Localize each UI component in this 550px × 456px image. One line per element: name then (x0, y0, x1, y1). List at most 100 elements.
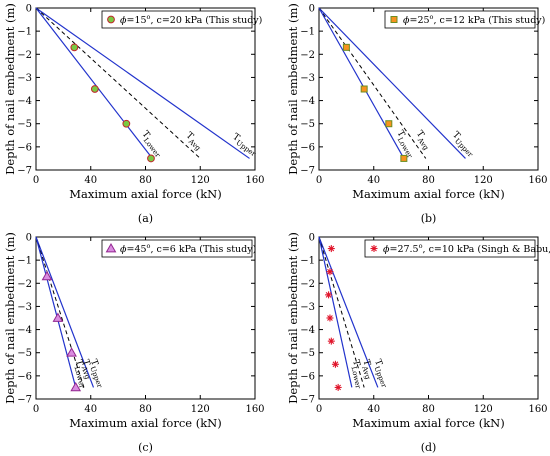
data-point (70, 43, 79, 52)
y-tick-label: −3 (300, 73, 315, 84)
x-tick-label: 160 (528, 404, 547, 415)
data-point (326, 314, 334, 322)
legend-marker (370, 245, 378, 252)
x-tick-label: 40 (367, 175, 380, 186)
legend-degree: o (430, 13, 434, 21)
series-line-upper (318, 7, 466, 159)
y-tick-label: −6 (300, 142, 315, 153)
x-tick-label: 160 (245, 175, 264, 186)
x-tick-label: 0 (316, 404, 322, 415)
legend-rest: , c=6 kPa (This study) (150, 244, 256, 255)
y-tick-label: −4 (17, 96, 32, 107)
legend-rest: , c=20 kPa (This study) (150, 15, 262, 26)
y-tick-label: −6 (17, 142, 32, 153)
y-tick-label: −3 (17, 302, 32, 313)
series-label-main: T (372, 358, 384, 367)
x-axis-label: Maximum axial force (kN) (69, 416, 221, 430)
x-axis-label: Maximum axial force (kN) (352, 416, 504, 430)
chart-panel-d: 0 40 80 120 160 0 −1 −2 −3 −4 −5 −6 −7 Maximum axial … (286, 232, 550, 454)
series-label-main: T (184, 131, 195, 142)
x-tick-label: 120 (191, 175, 210, 186)
legend-box (364, 239, 536, 258)
series-line-upper (318, 236, 379, 388)
series-line-lower (318, 7, 405, 159)
data-point (342, 43, 350, 51)
y-tick-label: −7 (300, 166, 315, 177)
y-tick-label: −3 (17, 73, 32, 84)
series-label-main: T (395, 129, 407, 139)
data-point (41, 270, 53, 281)
y-axis-label: Depth of nail embedment (m) (3, 232, 17, 404)
y-axis-label: Depth of nail embedment (m) (3, 3, 17, 175)
series-label-main: T (350, 359, 361, 367)
series-label-sub: Upper (372, 365, 388, 389)
y-tick-label: −3 (300, 302, 315, 313)
series-label-main: T (88, 358, 99, 367)
data-point (66, 347, 77, 357)
x-tick-label: 80 (422, 175, 435, 186)
x-tick-label: 40 (84, 404, 97, 415)
data-point (326, 268, 334, 276)
legend-rest: , c=10 kPa (Singh & Babu, 2010) (423, 244, 550, 255)
series-line-lower (35, 236, 77, 388)
legend-symbol: ϕ (383, 244, 390, 255)
data-point (327, 337, 335, 345)
legend-symbol: ϕ (120, 15, 127, 26)
legend-entry: ϕ=15o, c=20 kPa (This study) (120, 13, 262, 26)
y-tick-label: 0 (309, 4, 315, 15)
data-point (325, 291, 333, 299)
legend-symbol: ϕ (403, 15, 410, 26)
y-tick-label: −5 (17, 348, 32, 359)
x-tick-label: 120 (191, 404, 210, 415)
data-point (90, 85, 99, 93)
series-label-main: T (231, 132, 242, 144)
x-tick-label: 40 (367, 404, 380, 415)
y-tick-label: 0 (26, 4, 32, 15)
panel-caption: (c) (138, 441, 153, 454)
legend-eq: =15 (126, 15, 146, 26)
y-tick-label: −2 (17, 279, 32, 290)
series-line-avg (35, 7, 201, 159)
series-label-avg: TAvg (182, 131, 205, 153)
data-point (385, 120, 393, 128)
y-tick-label: −4 (300, 96, 315, 107)
x-tick-label: 0 (316, 175, 322, 186)
series-label-main: T (361, 359, 372, 368)
series-label-main: T (450, 130, 461, 141)
series-line-upper (35, 7, 250, 159)
y-tick-label: −7 (17, 166, 32, 177)
data-point (52, 312, 64, 322)
y-tick-label: −4 (300, 325, 315, 336)
legend-marker (390, 16, 398, 23)
legend-marker (107, 15, 115, 24)
series-line-lower (318, 236, 353, 388)
panel-caption: (d) (421, 441, 437, 454)
panel-caption: (b) (421, 212, 437, 225)
y-tick-label: −2 (300, 279, 315, 290)
legend-entry: ϕ=45o, c=6 kPa (This study) (120, 242, 256, 255)
legend-degree: o (147, 242, 151, 250)
chart-panel-c: 0 40 80 120 160 0 −1 −2 −3 −4 −5 −6 −7 Maximum axial … (3, 232, 265, 454)
y-tick-label: −5 (300, 348, 315, 359)
series-line-upper (35, 236, 95, 388)
x-tick-label: 120 (474, 404, 493, 415)
legend-degree: o (147, 13, 151, 21)
series-label-upper: TUpper (449, 130, 478, 159)
x-tick-label: 80 (139, 404, 152, 415)
y-tick-label: −7 (300, 395, 315, 406)
x-axis-label: Maximum axial force (kN) (69, 187, 221, 201)
series-label-main: T (73, 359, 84, 367)
series-line-avg (318, 236, 365, 388)
y-tick-label: −1 (17, 27, 32, 38)
series-line-lower (35, 7, 153, 159)
data-point (360, 85, 368, 93)
legend-symbol: ϕ (120, 244, 127, 255)
y-tick-label: −5 (300, 119, 315, 130)
series-line-avg (35, 236, 85, 388)
plot-frame (35, 236, 256, 400)
series-label-upper: TUpper (370, 358, 392, 389)
data-point (70, 381, 82, 392)
series-label-main: T (80, 358, 91, 367)
x-tick-label: 160 (245, 404, 264, 415)
